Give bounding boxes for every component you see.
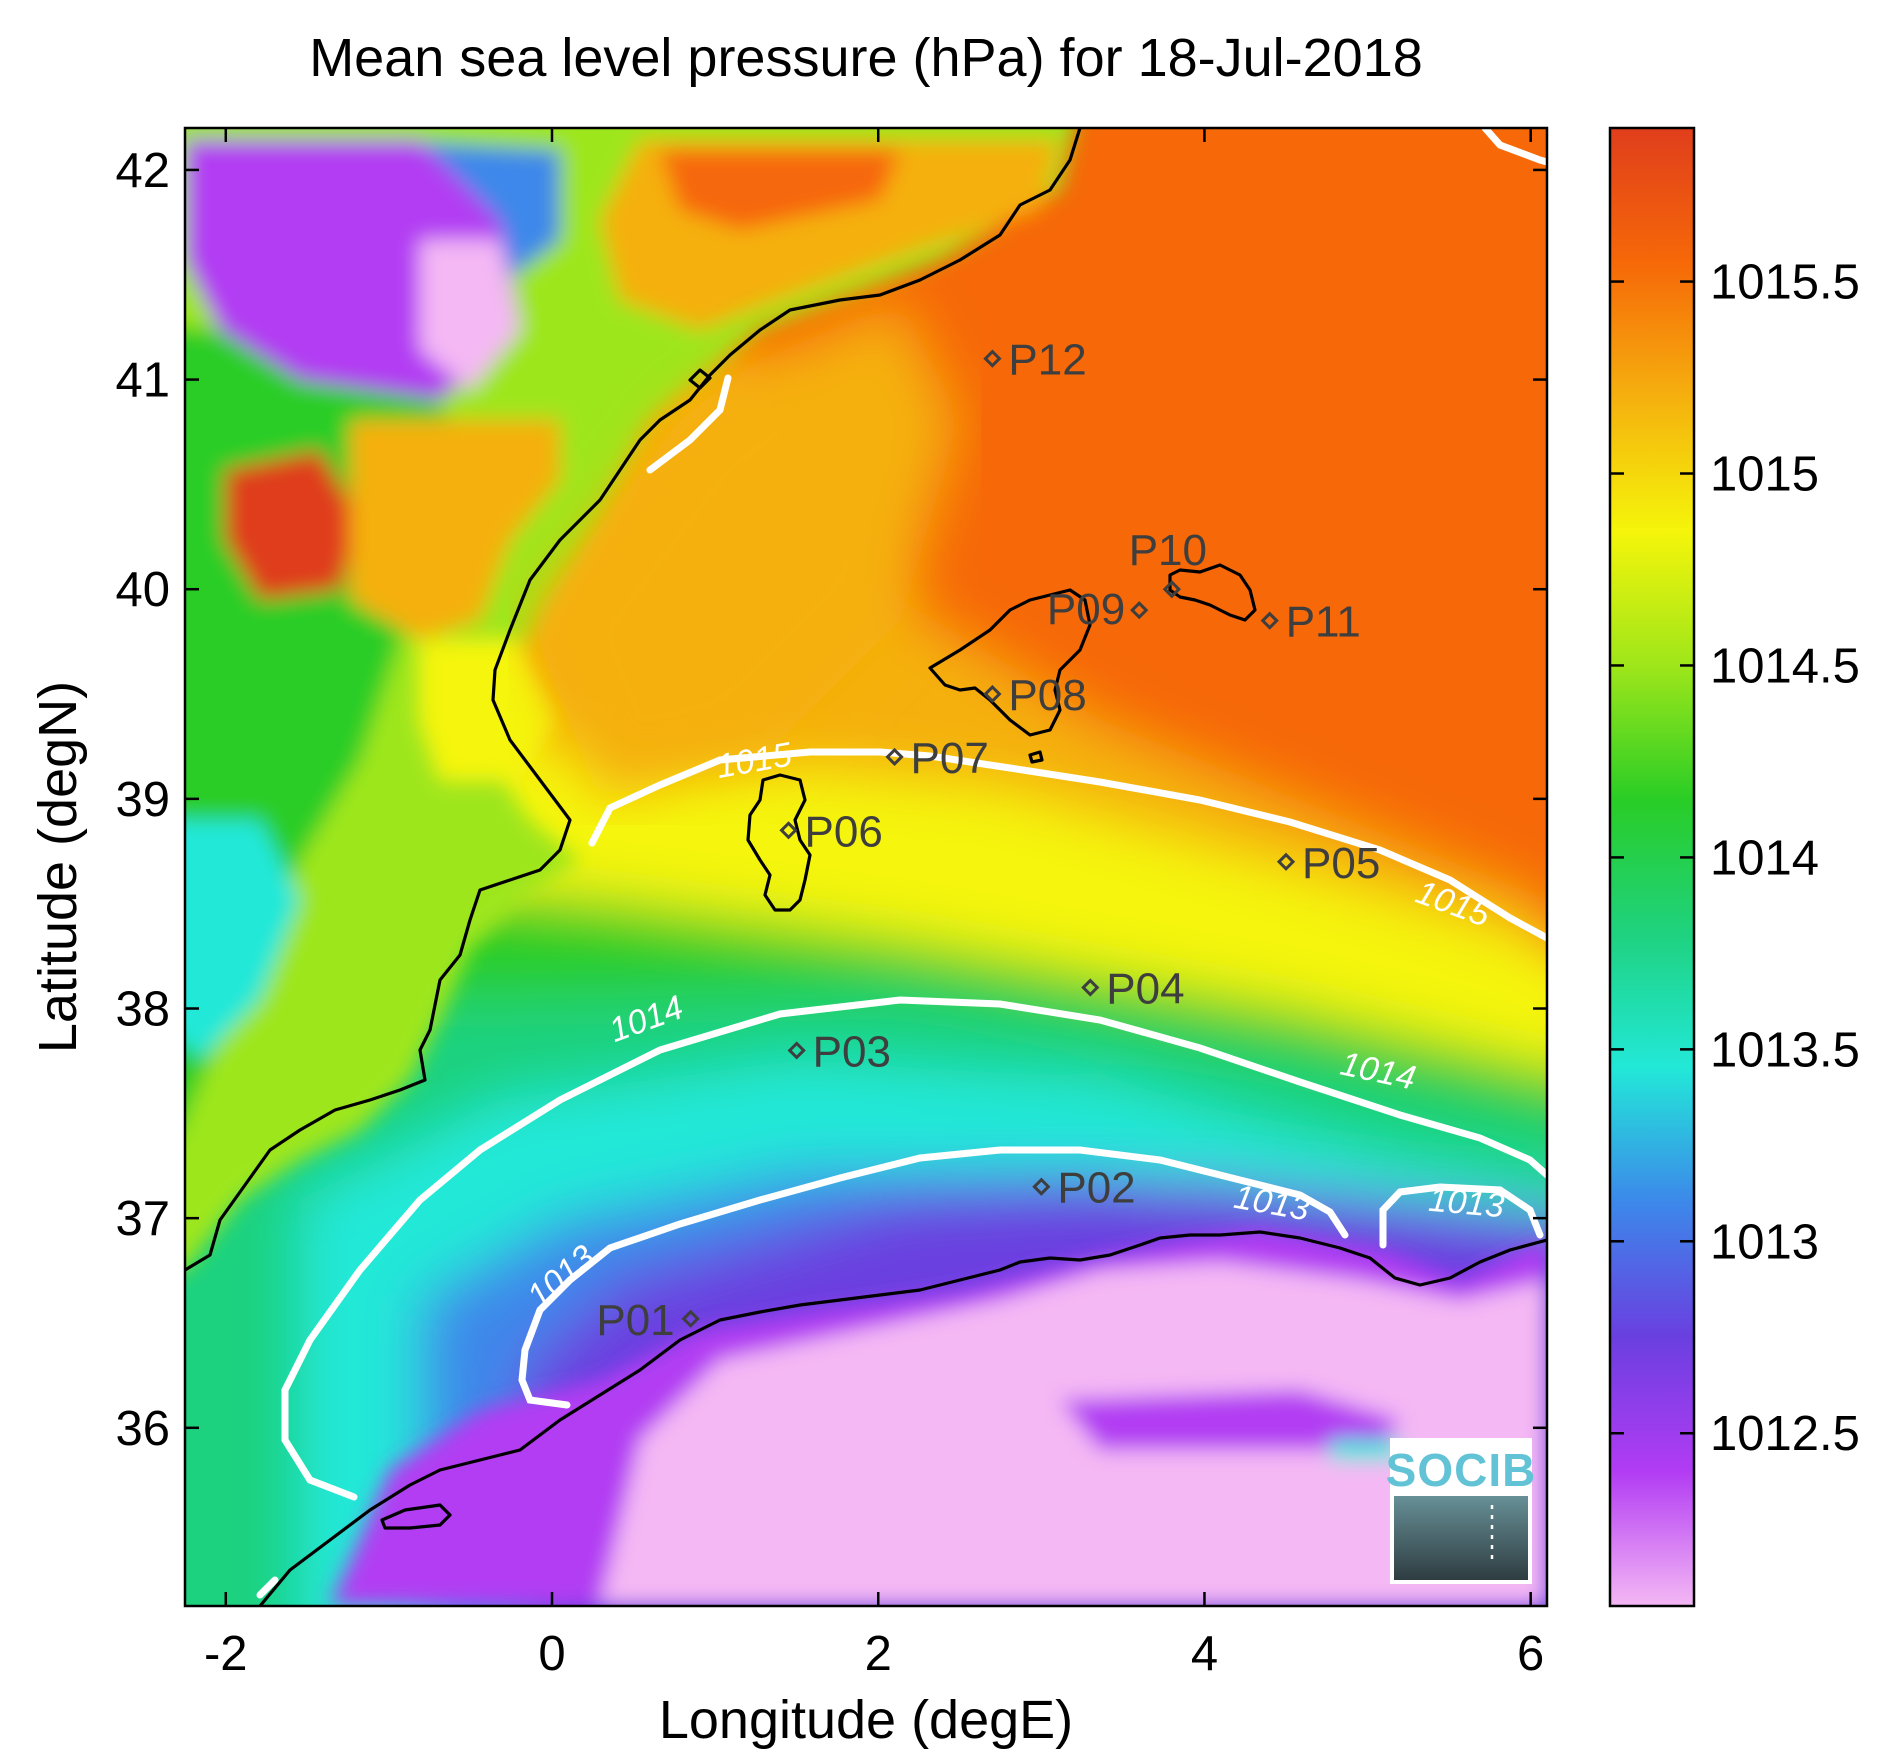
colorbar-ramp xyxy=(1608,126,1696,1608)
station-marker xyxy=(787,1041,806,1060)
colorbar-tick-label: 1013.5 xyxy=(1710,1023,1860,1077)
isobar-contours xyxy=(256,128,1547,1599)
plot-frame xyxy=(183,126,1549,1608)
station-p01: P01 xyxy=(596,1296,700,1345)
station-label: P07 xyxy=(911,734,989,783)
station-p05: P05 xyxy=(1276,839,1380,888)
station-marker xyxy=(1130,601,1149,620)
isobar-1015 xyxy=(588,748,1547,942)
station-p07: P07 xyxy=(885,734,989,783)
isobar-1014 xyxy=(281,996,1547,1501)
colorbar-ticks: 1012.5 1013 1013.5 1014 1014.5 1015 1015.5 xyxy=(1610,256,1860,1461)
y-tick-label: 36 xyxy=(115,1402,170,1456)
station-marker xyxy=(1260,611,1279,630)
station-p11: P11 xyxy=(1260,598,1361,647)
coastline-columbretes xyxy=(688,368,712,390)
y-axis-title: Latitude (degN) xyxy=(28,681,88,1053)
station-marker xyxy=(1032,1177,1051,1196)
colorbar: 1012.5 1013 1013.5 1014 1014.5 1015 1015.5 xyxy=(1608,126,1860,1608)
x-tick-label: -2 xyxy=(204,1627,248,1681)
station-label: P05 xyxy=(1302,839,1380,888)
colorbar-tick-label: 1015.5 xyxy=(1710,256,1860,310)
station-marker xyxy=(983,684,1002,704)
x-tick-label: 0 xyxy=(538,1627,565,1681)
isobar-high-corner xyxy=(1481,128,1547,166)
land-iberia xyxy=(185,128,1074,1270)
coastline-ibiza xyxy=(746,773,812,912)
station-marker xyxy=(1081,978,1100,997)
pressure-field xyxy=(185,128,1547,1606)
station-marker xyxy=(1276,852,1296,871)
coastline-cabrera xyxy=(1028,750,1044,764)
coastline-menorca xyxy=(1168,563,1257,622)
station-marker xyxy=(681,1309,700,1328)
y-tick-label: 39 xyxy=(115,773,170,827)
station-label: P01 xyxy=(596,1296,674,1345)
coastline-iberia xyxy=(185,128,1082,1272)
station-label: P04 xyxy=(1106,965,1184,1014)
y-tick-label: 41 xyxy=(115,354,170,408)
y-tick-label: 38 xyxy=(115,983,170,1037)
colorbar-tick-label: 1012.5 xyxy=(1710,1407,1860,1461)
station-marker xyxy=(779,821,798,840)
x-tick-label: 2 xyxy=(865,1627,892,1681)
socib-logo-text: SOCIB xyxy=(1386,1444,1537,1496)
station-label: P06 xyxy=(805,807,883,856)
colorbar-tick-label: 1014 xyxy=(1710,831,1819,885)
station-p10: P10 xyxy=(1129,526,1207,599)
coastline-alboran xyxy=(380,1503,452,1530)
isobar-1015-west xyxy=(646,374,732,474)
x-axis-title: Longitude (degE) xyxy=(659,1690,1073,1750)
colorbar-tick-label: 1013 xyxy=(1710,1215,1819,1269)
station-p12: P12 xyxy=(983,336,1087,385)
isobar-1013-east xyxy=(1379,1183,1544,1249)
y-tick-label: 37 xyxy=(115,1192,170,1246)
colorbar-tick-label: 1014.5 xyxy=(1710,639,1860,693)
station-marker xyxy=(885,747,904,767)
coastlines xyxy=(185,128,1547,1606)
x-axis: -2 0 2 4 6 xyxy=(204,128,1544,1681)
x-tick-label: 4 xyxy=(1191,1627,1218,1681)
isobar-sw-corner xyxy=(256,1576,279,1599)
station-p03: P03 xyxy=(787,1027,891,1076)
station-p09: P09 xyxy=(1047,585,1149,634)
land-africa xyxy=(330,1230,1547,1606)
y-tick-label: 40 xyxy=(115,563,170,617)
socib-logo: SOCIB xyxy=(1386,1438,1537,1584)
figure-title: Mean sea level pressure (hPa) for 18-Jul… xyxy=(309,28,1423,88)
station-marker xyxy=(1162,580,1181,599)
station-label: P03 xyxy=(813,1027,891,1076)
station-p06: P06 xyxy=(779,807,883,856)
coastline-africa xyxy=(258,1230,1547,1606)
station-label: P12 xyxy=(1008,336,1086,385)
y-tick-label: 42 xyxy=(115,144,170,198)
station-label: P02 xyxy=(1057,1164,1135,1213)
station-label: P10 xyxy=(1129,526,1207,575)
station-p02: P02 xyxy=(1032,1164,1136,1213)
colorbar-tick-label: 1015 xyxy=(1710,448,1819,502)
coastline-mallorca xyxy=(928,588,1092,737)
station-label: P08 xyxy=(1008,671,1086,720)
x-tick-label: 6 xyxy=(1517,1627,1544,1681)
contour-label: 1013 xyxy=(1427,1181,1506,1225)
y-axis: 36 37 38 39 40 41 42 xyxy=(115,144,1547,1456)
station-p08: P08 xyxy=(983,671,1087,720)
station-label: P11 xyxy=(1286,598,1361,647)
isobar-1013 xyxy=(518,1146,1349,1409)
station-label: P09 xyxy=(1047,585,1125,634)
station-marker xyxy=(983,349,1002,368)
station-p04: P04 xyxy=(1081,965,1185,1014)
